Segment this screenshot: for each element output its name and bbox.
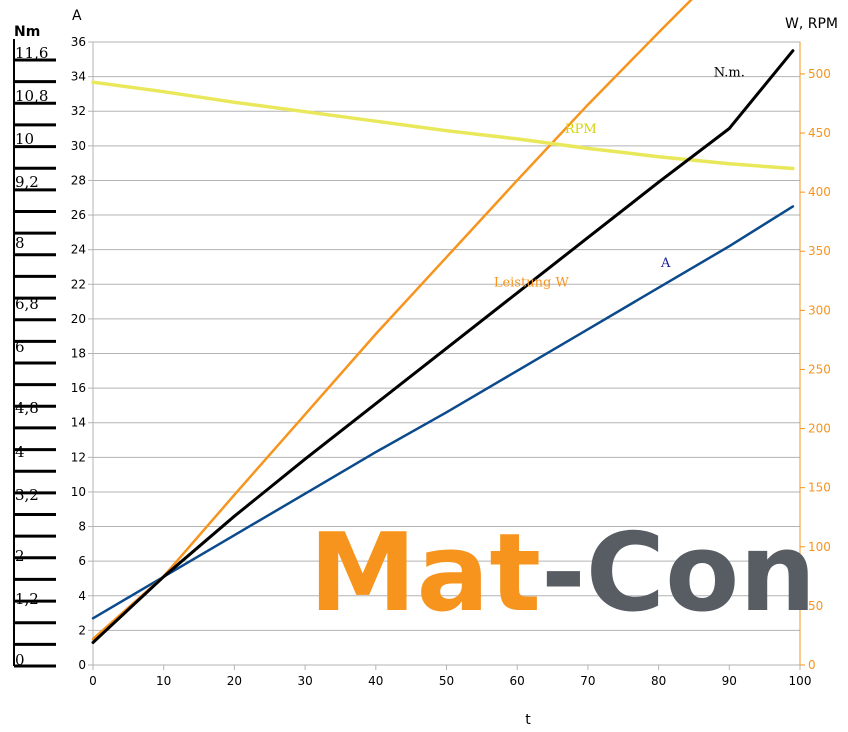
left-axis-title: A (72, 8, 82, 24)
torque-scale-label: 0 (15, 651, 25, 669)
torque-scale-label: 2 (15, 547, 25, 565)
tick-label-right: 300 (808, 303, 831, 317)
series-label-rpm: RPM (565, 122, 597, 137)
tick-label-right: 150 (808, 481, 831, 495)
torque-scale-label: 11,6 (15, 44, 48, 62)
right-axis-ticks: 0 50 100 150 200 250 300 350 400 450 500 (800, 67, 831, 672)
tick-label-right: 500 (808, 67, 831, 81)
series-label-n-m: N.m. (714, 66, 745, 81)
tick-label-left: 24 (71, 243, 86, 257)
tick-label-left: 34 (71, 70, 86, 84)
mat-con-logo: Mat-Con (309, 511, 816, 636)
grid (93, 41, 800, 666)
torque-scale: Nm 0 1,2 2 3,2 4 4,8 6 6,8 8 9,2 10 10,8 11,6 (13, 24, 56, 669)
torque-scale-label: 10,8 (15, 87, 48, 105)
tick-label-left: 6 (78, 554, 86, 568)
tick-label-left: 2 (78, 623, 86, 637)
tick-label-left: 16 (71, 381, 86, 395)
tick-label-x: 10 (156, 674, 171, 688)
tick-label-left: 0 (78, 658, 86, 672)
tick-label-x: 60 (510, 674, 525, 688)
tick-label-x: 0 (89, 674, 97, 688)
torque-scale-label: 4,8 (15, 399, 39, 417)
torque-scale-label: 3,2 (15, 486, 39, 504)
series-line-rpm (91, 80, 795, 171)
tick-label-left: 26 (71, 208, 86, 222)
x-axis-ticks: 0 10 20 30 40 50 60 70 80 90 100 (89, 665, 811, 688)
torque-scale-label: 10 (15, 130, 34, 148)
tick-label-right: 450 (808, 126, 831, 140)
logo-part-con: -Con (541, 511, 816, 636)
torque-scale-label: 1,2 (15, 590, 39, 608)
logo-part-mat: Mat (309, 511, 541, 636)
tick-label-left: 32 (71, 104, 86, 118)
series-line-n-m (91, 49, 795, 644)
tick-label-left: 28 (71, 173, 86, 187)
tick-label-x: 70 (580, 674, 595, 688)
tick-label-x: 80 (651, 674, 666, 688)
series (91, 0, 795, 644)
tick-label-left: 14 (71, 416, 86, 430)
tick-label-right: 250 (808, 362, 831, 376)
series-labels: A Leistung W RPM N.m. (494, 66, 745, 291)
tick-label-x: 20 (227, 674, 242, 688)
x-axis-title: t (525, 712, 531, 728)
series-line-a (91, 205, 795, 620)
tick-label-left: 12 (71, 450, 86, 464)
torque-scale-label: 4 (15, 443, 25, 461)
tick-label-right: 50 (808, 599, 823, 613)
tick-label-right: 200 (808, 422, 831, 436)
torque-scale-label: 8 (15, 234, 25, 252)
tick-label-left: 8 (78, 520, 86, 534)
tick-label-left: 36 (71, 35, 86, 49)
tick-label-x: 100 (789, 674, 812, 688)
series-line-leistung-w (91, 0, 693, 641)
tick-label-x: 40 (368, 674, 383, 688)
tick-label-x: 30 (297, 674, 312, 688)
series-label-a: A (660, 256, 671, 271)
right-axis-title: W, RPM (785, 16, 838, 32)
torque-scale-title: Nm (14, 24, 40, 40)
series-label-leistung-w: Leistung W (494, 276, 570, 291)
torque-scale-label: 9,2 (15, 173, 39, 191)
tick-label-left: 18 (71, 347, 86, 361)
tick-label-right: 100 (808, 540, 831, 554)
svg-text:Mat-Con: Mat-Con (309, 511, 816, 636)
tick-label-right: 0 (808, 658, 816, 672)
tick-label-right: 400 (808, 185, 831, 199)
tick-label-x: 90 (722, 674, 737, 688)
tick-label-left: 4 (78, 589, 86, 603)
tick-label-left: 20 (71, 312, 86, 326)
tick-label-left: 22 (71, 277, 86, 291)
tick-label-right: 350 (808, 244, 831, 258)
torque-scale-label: 6 (15, 338, 25, 356)
tick-label-x: 50 (439, 674, 454, 688)
tick-label-left: 10 (71, 485, 86, 499)
torque-scale-label: 6,8 (15, 295, 39, 313)
tick-label-left: 30 (71, 139, 86, 153)
